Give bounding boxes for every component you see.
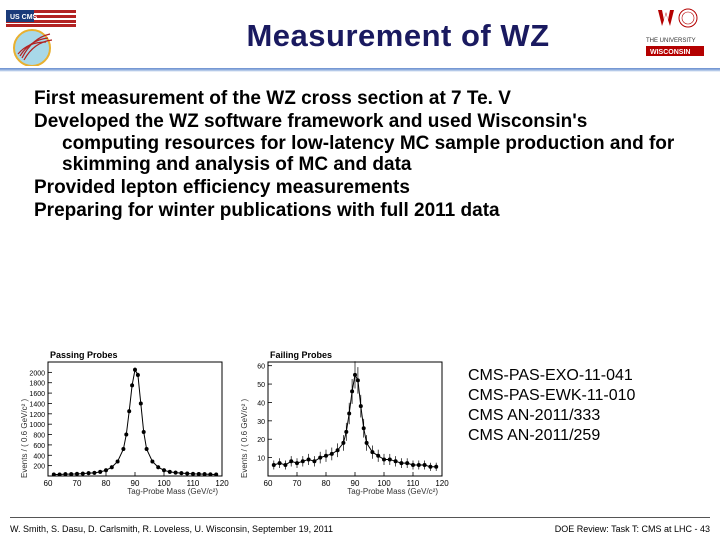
svg-text:THE UNIVERSITY: THE UNIVERSITY [646, 38, 696, 44]
chart-right-ylabel: Events / ( 0.6 GeV/c² ) [240, 399, 249, 478]
svg-text:50: 50 [257, 382, 265, 389]
svg-text:US CMS: US CMS [10, 14, 38, 21]
bullet-4: Preparing for winter publications with f… [34, 200, 686, 221]
svg-text:60: 60 [44, 479, 53, 488]
chart-right-title: Failing Probes [270, 350, 332, 360]
svg-text:80: 80 [322, 479, 331, 488]
chart-left-xlabel: Tag-Probe Mass (GeV/c²) [127, 487, 218, 496]
bullet-2: Developed the WZ software framework and … [34, 111, 686, 175]
svg-text:40: 40 [257, 400, 265, 407]
svg-text:400: 400 [33, 453, 45, 460]
footer: W. Smith, S. Dasu, D. Carlsmith, R. Love… [0, 524, 720, 534]
chart-left-title: Passing Probes [50, 350, 118, 360]
svg-text:70: 70 [73, 479, 82, 488]
footer-divider [10, 517, 710, 518]
svg-text:600: 600 [33, 443, 45, 450]
svg-text:80: 80 [102, 479, 111, 488]
chart-failing-probes: 60708090100110120102030405060 Failing Pr… [232, 348, 452, 496]
ref-4: CMS AN-2011/259 [468, 426, 635, 446]
figures-row: 6070809010011012020040060080010001200140… [12, 348, 708, 498]
ref-3: CMS AN-2011/333 [468, 406, 635, 426]
header: US CMS Measurement of WZ THE UNIVERSITY … [0, 0, 720, 72]
references: CMS-PAS-EXO-11-041 CMS-PAS-EWK-11-010 CM… [468, 366, 635, 446]
body: First measurement of the WZ cross sectio… [0, 72, 720, 222]
svg-text:60: 60 [264, 479, 273, 488]
logo-uscms: US CMS [6, 10, 76, 66]
svg-text:10: 10 [257, 456, 265, 463]
slide: US CMS Measurement of WZ THE UNIVERSITY … [0, 0, 720, 540]
bullet-1: First measurement of the WZ cross sectio… [34, 88, 686, 109]
svg-text:800: 800 [33, 433, 45, 440]
ref-2: CMS-PAS-EWK-11-010 [468, 386, 635, 406]
svg-text:20: 20 [257, 437, 265, 444]
svg-text:2000: 2000 [29, 370, 45, 377]
bullet-3: Provided lepton efficiency measurements [34, 177, 686, 198]
ref-1: CMS-PAS-EXO-11-041 [468, 366, 635, 386]
svg-text:1800: 1800 [29, 381, 45, 388]
svg-text:1400: 1400 [29, 401, 45, 408]
footer-left: W. Smith, S. Dasu, D. Carlsmith, R. Love… [10, 524, 333, 534]
chart-passing-probes: 6070809010011012020040060080010001200140… [12, 348, 232, 496]
svg-text:1000: 1000 [29, 422, 45, 429]
svg-text:WISCONSIN: WISCONSIN [650, 49, 690, 56]
svg-text:1600: 1600 [29, 391, 45, 398]
chart-left-ylabel: Events / ( 0.6 GeV/c² ) [20, 399, 29, 478]
svg-text:30: 30 [257, 419, 265, 426]
title-underline [0, 68, 720, 72]
svg-text:60: 60 [257, 364, 265, 371]
svg-text:70: 70 [293, 479, 302, 488]
logo-wisconsin: THE UNIVERSITY WISCONSIN [638, 4, 712, 60]
svg-text:200: 200 [33, 464, 45, 471]
footer-right: DOE Review: Task T: CMS at LHC - 43 [555, 524, 710, 534]
chart-right-xlabel: Tag-Probe Mass (GeV/c²) [347, 487, 438, 496]
slide-title: Measurement of WZ [76, 18, 720, 54]
svg-text:1200: 1200 [29, 412, 45, 419]
